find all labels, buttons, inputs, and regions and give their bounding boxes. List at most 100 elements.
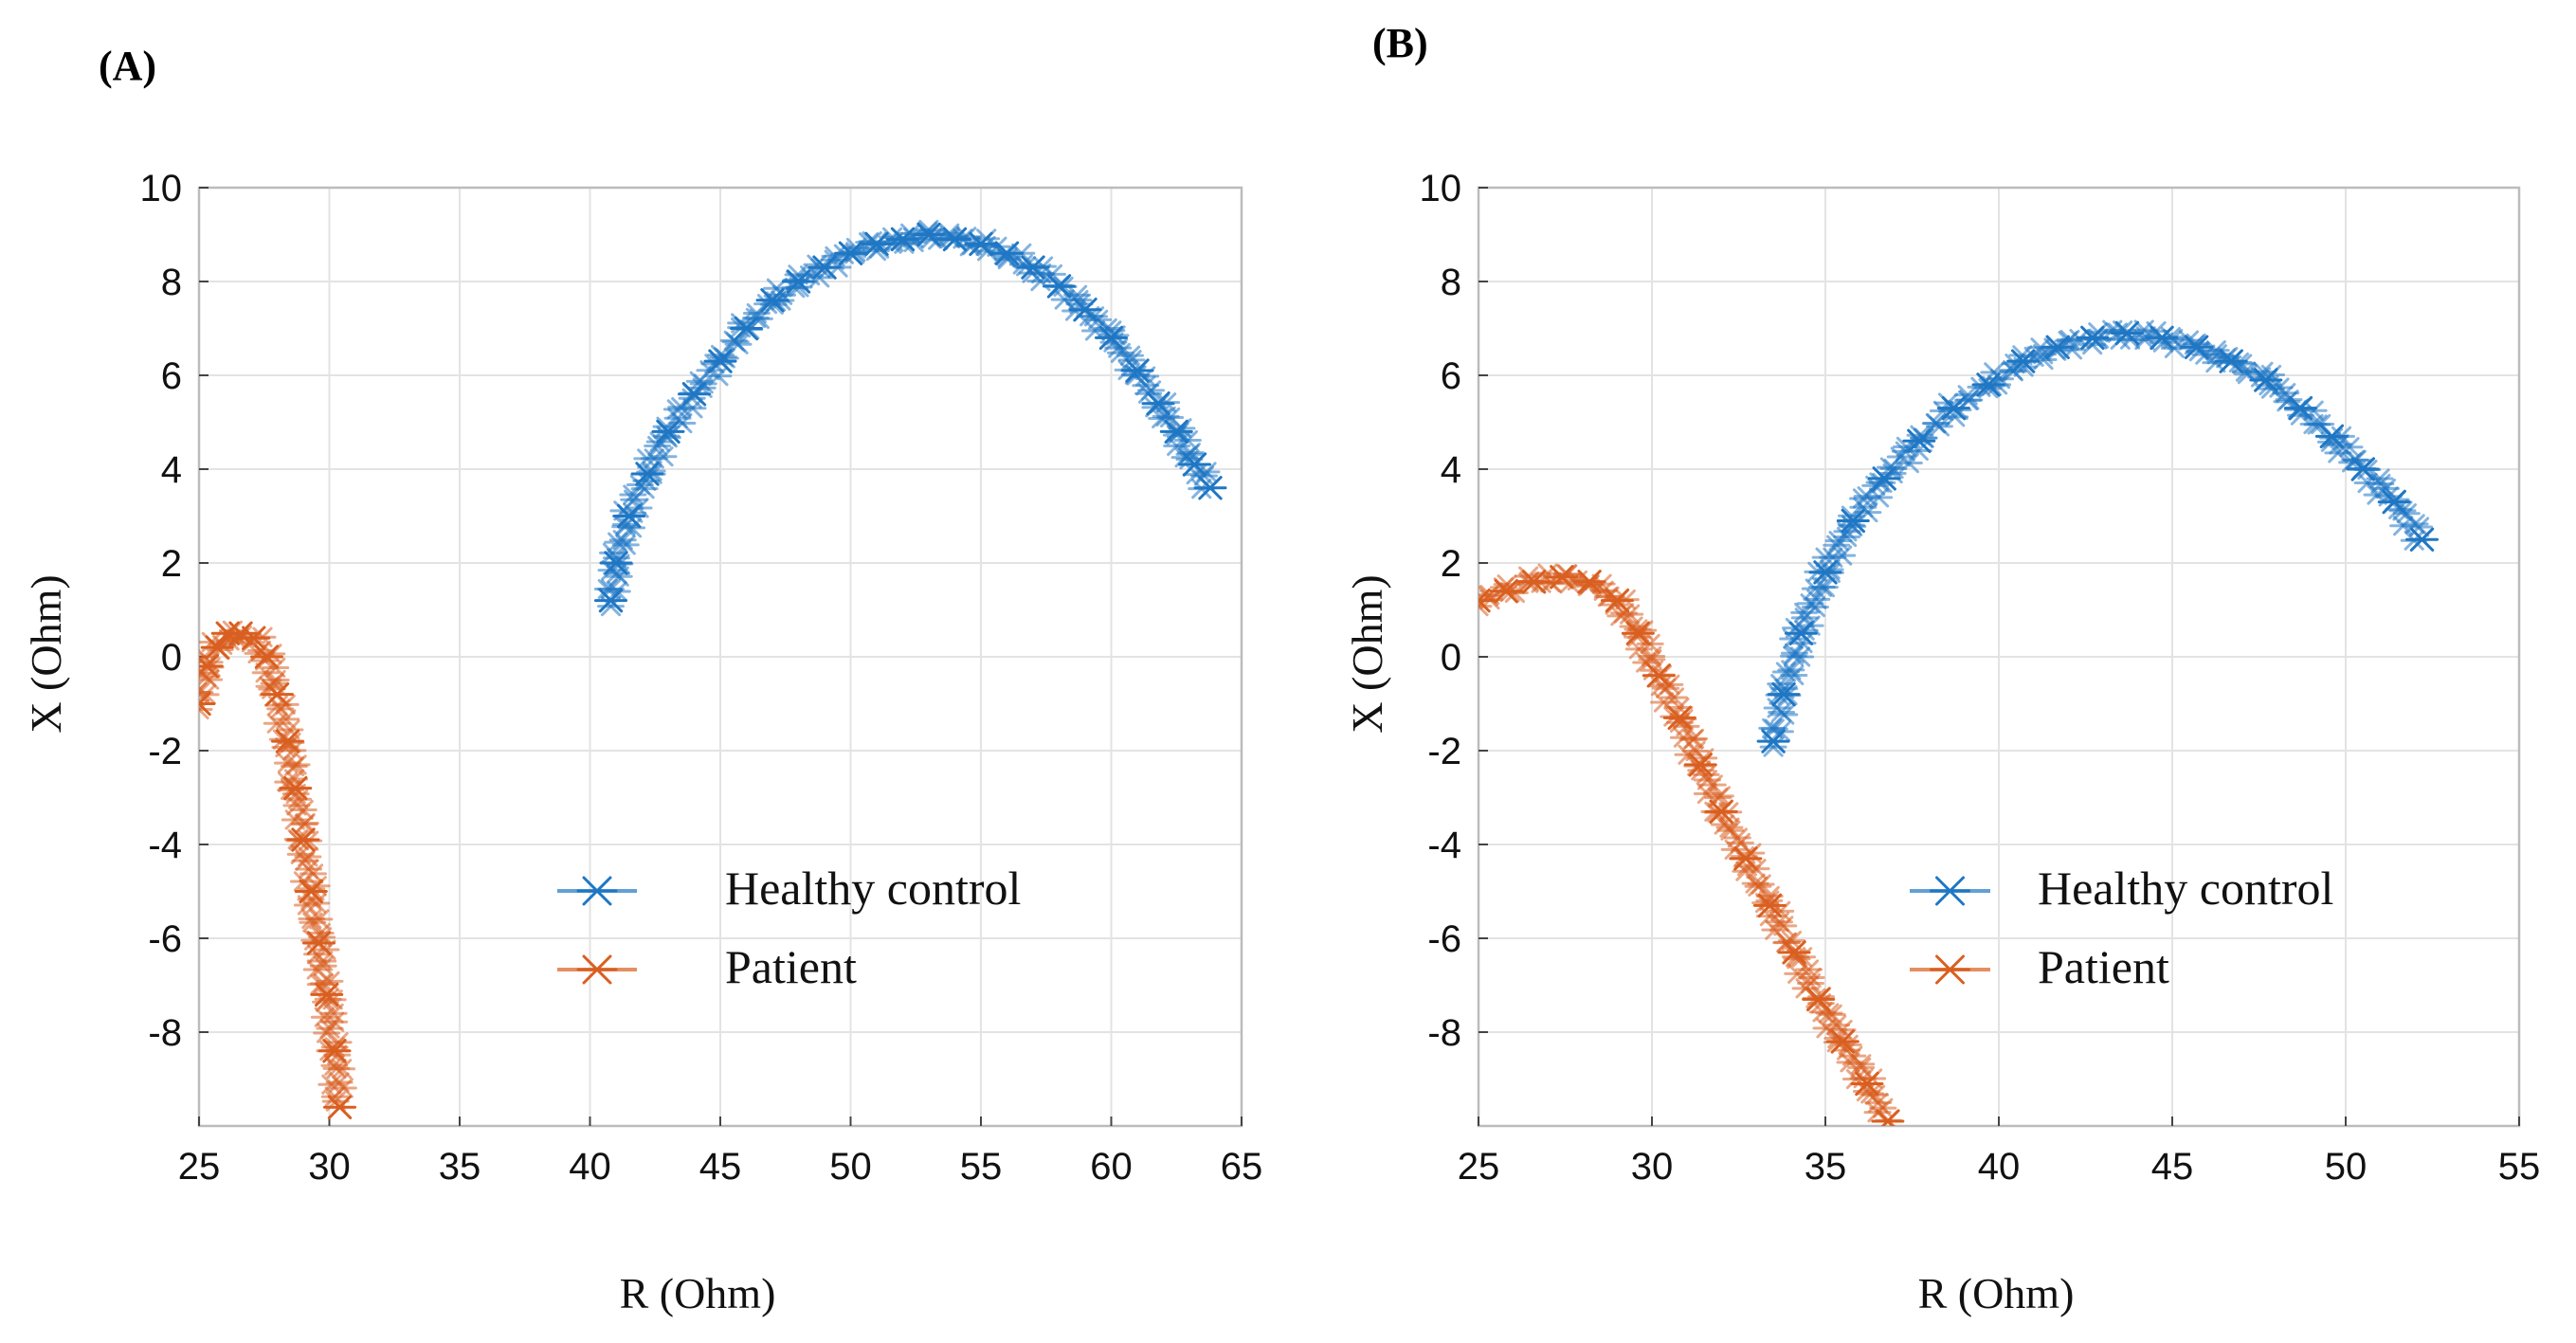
data-point	[678, 382, 711, 407]
legend: Healthy control Patient	[1910, 862, 2333, 993]
data-point-marker	[298, 908, 326, 930]
data-point	[834, 241, 867, 265]
data-point	[2006, 349, 2041, 373]
x-tick-label: 30	[1631, 1146, 1674, 1188]
data-point	[1600, 588, 1634, 613]
data-point	[1478, 588, 1496, 613]
y-tick-label: 8	[161, 262, 182, 303]
x-axis-label: R (Ohm)	[620, 1269, 776, 1317]
data-point-marker	[1706, 786, 1734, 807]
data-point	[1068, 298, 1102, 322]
data-point	[1193, 476, 1227, 500]
legend-marker	[1930, 876, 1970, 906]
gridlines	[198, 187, 1243, 1126]
x-tick-label: 35	[439, 1146, 481, 1188]
data-point-marker	[1895, 452, 1923, 474]
x-tick-label: 40	[569, 1146, 611, 1188]
data-point-marker	[316, 1018, 344, 1039]
y-tick-label: 6	[1441, 355, 1461, 397]
data-point	[1729, 846, 1763, 871]
data-point	[1120, 358, 1154, 383]
data-point	[1825, 1029, 1859, 1054]
data-point	[1867, 466, 1901, 491]
y-tick-label: 2	[1441, 543, 1461, 585]
data-point	[1683, 753, 1717, 777]
data-point	[2377, 489, 2411, 515]
y-tick-label: 10	[1420, 168, 1462, 209]
data-point	[1704, 799, 1738, 825]
series-healthy-control	[1756, 319, 2440, 757]
data-point	[200, 635, 234, 660]
data-point	[1662, 705, 1696, 731]
x-tick-label: 55	[960, 1146, 1003, 1188]
x-tick-label: 25	[178, 1146, 221, 1188]
data-point	[1802, 987, 1836, 1012]
legend-marker	[1930, 954, 1970, 985]
data-point	[1936, 395, 1970, 421]
data-point	[912, 222, 946, 247]
data-point	[1836, 508, 1870, 534]
legend-marker	[576, 876, 618, 906]
series-healthy-control	[593, 219, 1227, 617]
legend: Healthy control Patient	[557, 862, 1021, 993]
data-point	[2041, 335, 2075, 359]
y-tick-label: -6	[1427, 918, 1461, 960]
data-point	[782, 269, 815, 294]
data-point	[1767, 681, 1801, 707]
data-point	[1850, 1071, 1884, 1097]
data-point-marker	[299, 912, 327, 933]
data-point	[2076, 325, 2110, 351]
data-point	[599, 551, 633, 575]
x-tick-label: 30	[308, 1146, 351, 1188]
y-tick-label: 4	[161, 449, 182, 491]
data-point	[2180, 335, 2214, 359]
data-point	[1808, 560, 1842, 585]
data-point	[1517, 570, 1551, 594]
data-point	[612, 503, 646, 529]
data-point-marker	[1823, 535, 1851, 555]
data-point	[1016, 255, 1050, 280]
panel-label-b: (B)	[1372, 20, 1428, 66]
data-point	[1043, 274, 1076, 299]
legend-label: Patient	[2038, 940, 2169, 993]
data-point-marker	[1678, 729, 1707, 750]
x-tick-label: 45	[2151, 1146, 2194, 1188]
x-axis-label: R (Ohm)	[1918, 1269, 2075, 1317]
data-point	[703, 349, 737, 373]
data-point-marker	[1744, 876, 1772, 897]
y-tick-label: -4	[148, 825, 182, 866]
data-point	[964, 231, 998, 257]
panel-label-a: (A)	[99, 43, 156, 89]
data-point	[630, 462, 664, 486]
series-patient	[199, 620, 357, 1119]
data-point	[199, 691, 216, 717]
data-point	[1621, 621, 1655, 645]
x-tick-label: 60	[1090, 1146, 1133, 1188]
data-point	[302, 931, 336, 955]
data-point	[1141, 391, 1175, 416]
data-point	[1777, 940, 1811, 965]
plot-a: 25 30 35 40 45 50 55 60 65 -8 -6 -4 -2 0 2 4 6 8 10 R (Ohm)…	[22, 168, 1262, 1317]
data-point	[1178, 452, 1211, 477]
y-tick-label: 4	[1441, 449, 1461, 491]
legend-item: Patient	[557, 940, 857, 993]
legend-item: Patient	[1910, 940, 2169, 993]
data-point	[310, 982, 344, 1007]
data-point-marker	[1064, 290, 1093, 311]
data-point-marker	[1796, 593, 1824, 614]
data-point	[2214, 349, 2248, 373]
data-point-marker	[1693, 770, 1721, 790]
data-point	[860, 231, 894, 257]
data-point	[2110, 320, 2144, 346]
y-tick-label: -8	[1427, 1012, 1461, 1054]
data-point	[755, 288, 789, 313]
data-point	[294, 879, 328, 904]
data-point	[2314, 424, 2349, 449]
data-point	[317, 1039, 352, 1063]
legend-label: Healthy control	[725, 862, 1021, 915]
data-point	[199, 654, 224, 679]
data-point-marker	[302, 893, 331, 914]
data-point-marker	[309, 955, 337, 976]
data-point-marker	[668, 412, 697, 434]
plot-b: 25 30 35 40 45 50 55 -8 -6 -4 -2 0 2 4 6 8 10 R (Ohm) X (O…	[1343, 168, 2540, 1317]
